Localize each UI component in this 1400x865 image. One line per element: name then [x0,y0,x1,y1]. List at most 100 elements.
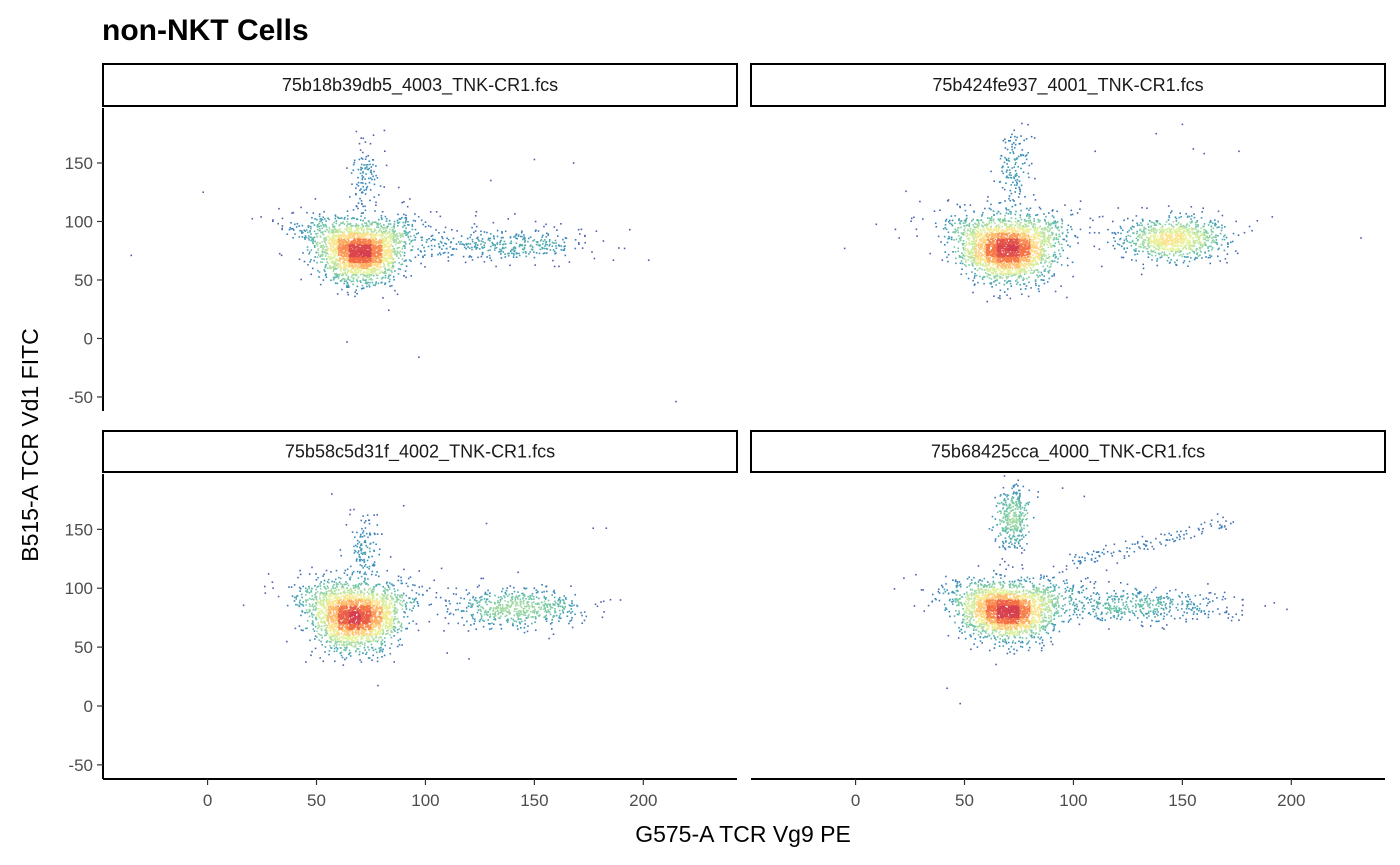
data-point [358,240,360,243]
data-point [370,261,372,263]
data-point [415,233,418,235]
data-point [398,252,401,254]
data-point [366,228,368,231]
data-point [1147,223,1149,226]
data-point [1033,220,1035,222]
data-point [1028,222,1031,224]
data-point [1007,159,1010,162]
data-point [348,223,351,225]
data-point [1129,235,1132,237]
data-point [397,268,400,270]
data-point [354,274,357,276]
data-point [1025,223,1027,226]
data-point [939,209,941,211]
data-point [1187,256,1189,258]
data-point [337,265,340,268]
data-point [350,230,353,233]
data-point [969,227,972,230]
data-point [343,245,346,248]
data-point [973,261,975,263]
data-point [352,241,354,243]
data-point [969,230,972,232]
data-point [980,219,983,221]
data-point [315,242,318,244]
data-point [1043,255,1046,257]
data-point [379,254,381,256]
data-point [1168,216,1171,219]
data-point [414,213,416,215]
data-point [1003,161,1006,164]
data-point [368,160,371,162]
data-point [356,246,359,249]
data-point [1047,238,1049,241]
data-point [1021,225,1024,227]
data-point [973,243,975,245]
data-point [367,237,369,239]
data-point [1030,267,1032,269]
data-point [1111,232,1114,234]
data-point [1195,248,1198,251]
data-point [363,264,366,267]
data-point [382,246,385,249]
data-point [375,165,377,167]
data-point [1016,273,1019,275]
data-point [1208,254,1211,256]
data-point [332,236,334,239]
data-point [360,249,362,251]
data-point [372,284,375,286]
data-point [1167,249,1170,252]
data-point [1158,222,1161,225]
data-point [374,272,377,275]
data-point [976,269,979,272]
data-point [1093,245,1096,248]
data-point [340,235,343,238]
data-point [1178,226,1180,229]
data-point [1014,224,1016,227]
data-point [563,248,566,250]
data-point [1023,269,1025,271]
data-point [967,238,969,240]
data-point [968,242,970,244]
data-point [345,286,348,288]
data-point [405,218,408,221]
data-point [1005,158,1008,160]
data-point [647,259,650,261]
data-point [307,231,309,234]
data-point [1079,228,1082,231]
data-point [381,247,384,249]
data-point [1010,285,1013,287]
data-point [1180,244,1183,247]
data-point [563,241,566,244]
data-point [323,237,325,240]
data-point [367,246,369,248]
data-point [362,240,365,242]
data-point [360,200,363,202]
data-point [1187,242,1190,244]
data-point [337,262,339,265]
data-point [366,268,368,270]
data-point [1009,199,1012,202]
data-point [1050,245,1052,248]
data-point [375,238,377,241]
data-point [1186,253,1189,255]
data-point [1009,140,1011,142]
data-point [967,259,970,261]
data-point [366,260,368,263]
data-point [1018,220,1020,222]
data-point [520,231,523,234]
data-point [350,228,352,230]
data-point [382,242,384,245]
data-point [312,222,314,224]
data-point [327,242,330,244]
data-point [350,248,353,251]
data-point [378,229,381,231]
data-point [521,248,524,250]
data-point [974,243,977,245]
data-point [993,277,996,279]
data-point [1048,269,1051,272]
data-point [312,242,314,245]
data-point [577,228,580,231]
data-point [1151,245,1153,247]
data-point [346,247,349,250]
data-point [1214,219,1216,221]
